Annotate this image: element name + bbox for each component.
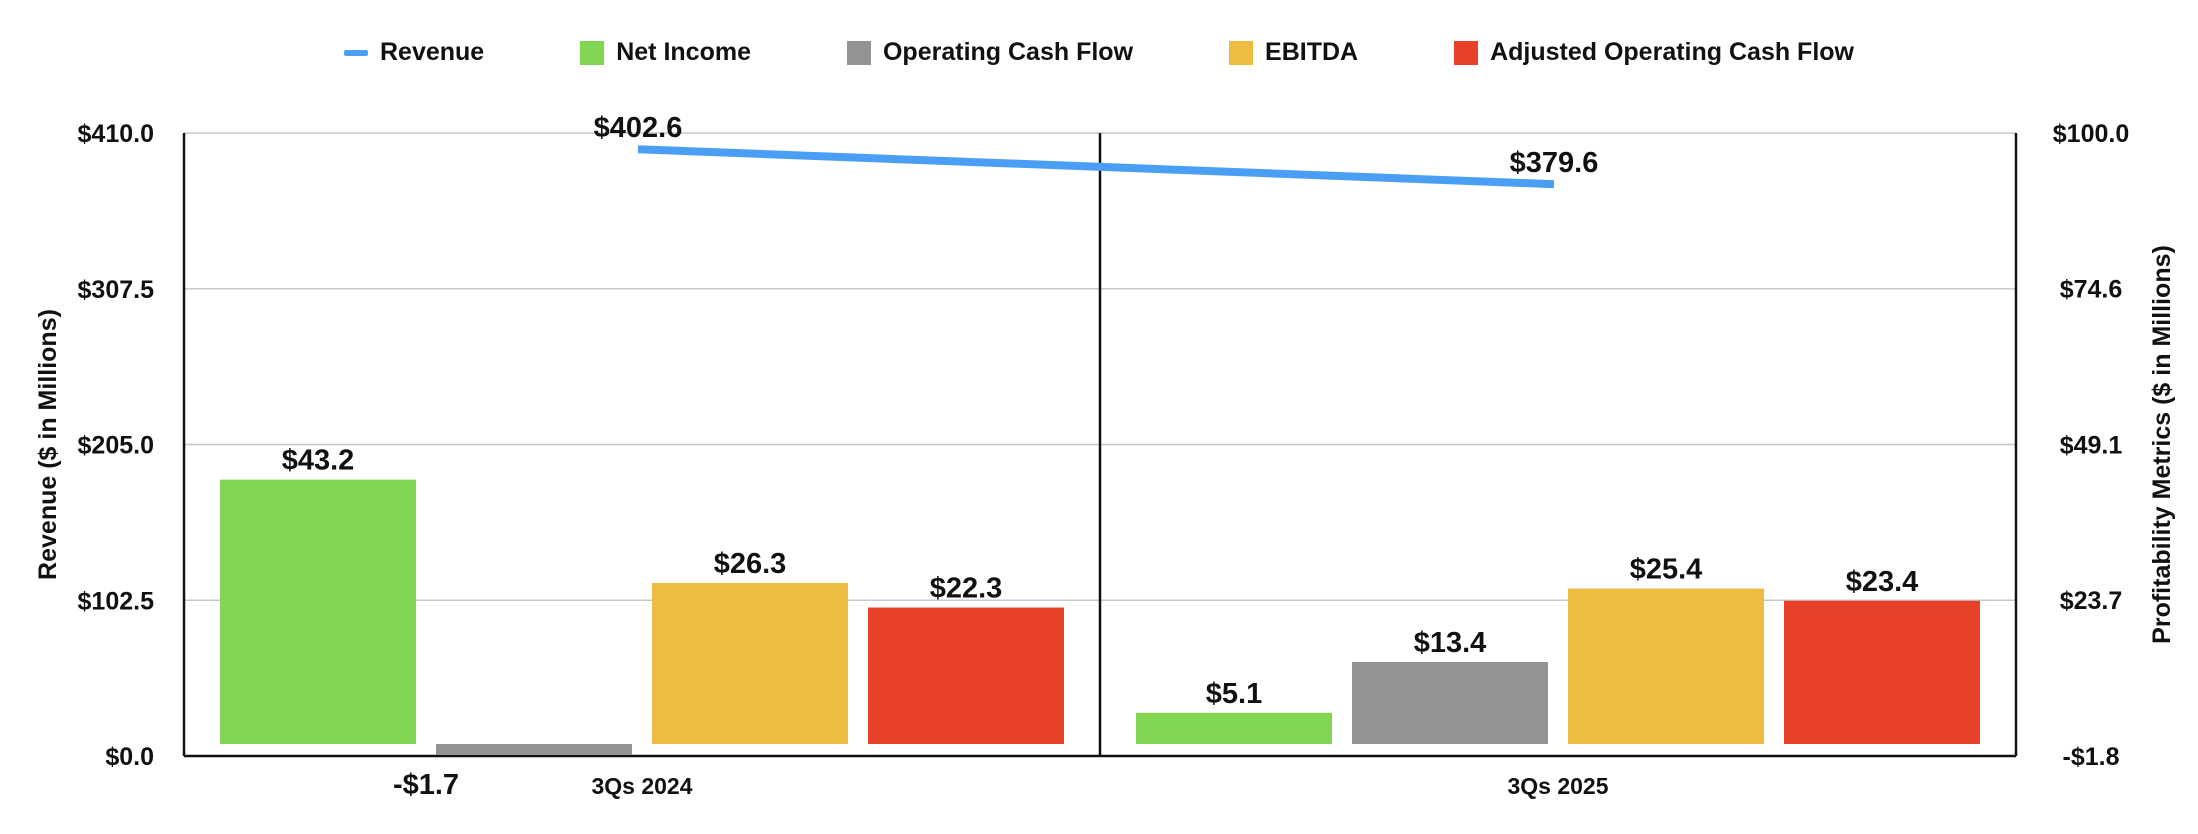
revenue-data-label: $402.6: [594, 112, 683, 144]
data-label-net-income: $43.2: [282, 445, 355, 477]
data-label-ebitda: $26.3: [714, 548, 787, 580]
revenue-data-label: $379.6: [1510, 147, 1599, 179]
legend-label-adjusted-operating-cash-flow: Adjusted Operating Cash Flow: [1490, 38, 1854, 66]
left-axis-tick-label: $410.0: [78, 120, 154, 148]
left-axis-title: Revenue ($ in Millions): [34, 309, 62, 580]
legend-item-ebitda: EBITDA: [1229, 38, 1358, 67]
legend-swatch-adjusted-operating-cash-flow: [1454, 40, 1479, 65]
legend-swatch-revenue: [344, 49, 368, 56]
bar-net-income: [220, 479, 416, 744]
x-axis-tick-label: 3Qs 2025: [1507, 773, 1608, 799]
legend-item-revenue: Revenue: [344, 38, 484, 67]
right-axis-title: Profitability Metrics ($ in Millions): [2148, 245, 2176, 644]
left-axis-tick-label: $102.5: [78, 587, 155, 615]
left-axis-tick-label: $307.5: [78, 276, 155, 304]
legend-label-net-income: Net Income: [616, 38, 751, 66]
right-axis-tick-label: $100.0: [2053, 120, 2129, 148]
bar-ebitda: [652, 583, 848, 744]
right-axis-tick-label: $49.1: [2060, 432, 2123, 460]
data-label-ebitda: $25.4: [1630, 554, 1703, 586]
legend-label-revenue: Revenue: [380, 38, 485, 66]
bar-adjusted-operating-cash-flow: [868, 607, 1064, 744]
right-axis-tick-label: $74.6: [2060, 275, 2123, 303]
data-label-net-income: $5.1: [1206, 678, 1262, 710]
chart-legend: Revenue Net Income Operating Cash Flow E…: [0, 38, 2198, 67]
left-axis-tick-label: $205.0: [78, 432, 154, 460]
legend-label-ebitda: EBITDA: [1265, 38, 1359, 66]
legend-swatch-operating-cash-flow: [846, 40, 871, 65]
bar-net-income: [1136, 712, 1332, 744]
legend-swatch-net-income: [580, 40, 605, 65]
legend-label-operating-cash-flow: Operating Cash Flow: [882, 38, 1134, 66]
revenue-line: [637, 145, 1555, 189]
x-axis-tick-label: 3Qs 2024: [591, 773, 692, 799]
right-axis-tick-label: -$1.8: [2063, 743, 2120, 771]
legend-item-operating-cash-flow: Operating Cash Flow: [846, 38, 1134, 67]
legend-item-net-income: Net Income: [580, 38, 751, 67]
right-axis-tick-label: $23.7: [2060, 587, 2123, 615]
legend-item-adjusted-operating-cash-flow: Adjusted Operating Cash Flow: [1454, 38, 1854, 67]
data-label-adjusted-operating-cash-flow: $22.3: [930, 573, 1003, 605]
bar-operating-cash-flow: [436, 744, 632, 755]
bar-operating-cash-flow: [1352, 661, 1548, 744]
legend-swatch-ebitda: [1229, 40, 1254, 65]
bar-adjusted-operating-cash-flow: [1784, 600, 1980, 744]
data-label-operating-cash-flow: -$1.7: [393, 769, 459, 801]
data-label-adjusted-operating-cash-flow: $23.4: [1846, 566, 1919, 598]
bar-ebitda: [1568, 588, 1764, 744]
data-label-operating-cash-flow: $13.4: [1414, 627, 1487, 659]
left-axis-tick-label: $0.0: [105, 743, 154, 771]
